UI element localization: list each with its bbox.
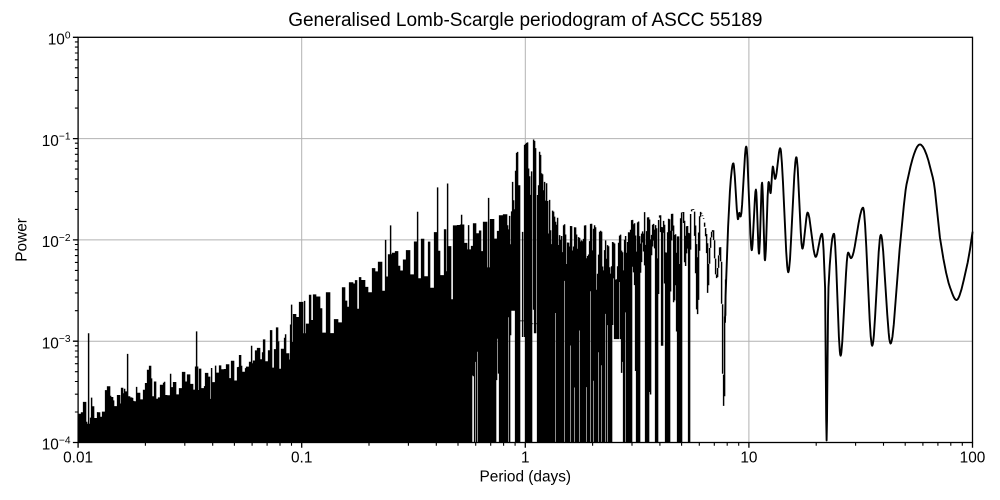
svg-text:10: 10 [740,449,757,466]
svg-text:Power: Power [13,218,30,262]
svg-text:100: 100 [960,449,986,466]
svg-text:1: 1 [521,449,530,466]
svg-text:0.01: 0.01 [63,449,93,466]
svg-text:0.1: 0.1 [291,449,312,466]
svg-text:Generalised Lomb-Scargle perio: Generalised Lomb-Scargle periodogram of … [288,10,762,31]
svg-text:Period (days): Period (days) [480,469,572,486]
